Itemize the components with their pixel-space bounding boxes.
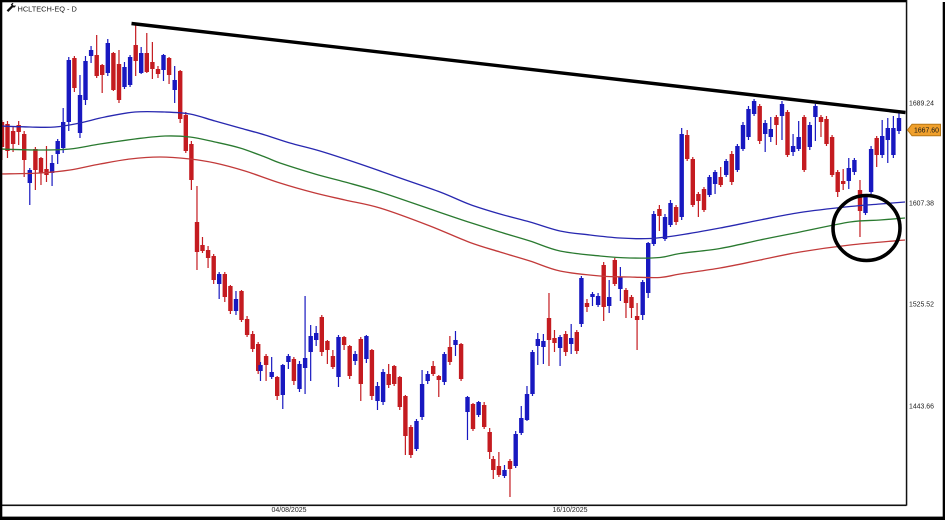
svg-text:HCLTECH-EQ - D: HCLTECH-EQ - D [18, 4, 77, 13]
svg-text:1689.24: 1689.24 [909, 101, 934, 108]
svg-text:1443.66: 1443.66 [909, 404, 934, 411]
svg-text:04/08/2025: 04/08/2025 [271, 507, 306, 514]
svg-text:1667.60: 1667.60 [914, 128, 939, 135]
svg-text:1525.52: 1525.52 [909, 302, 934, 309]
svg-text:1607.38: 1607.38 [909, 201, 934, 208]
svg-text:16/10/2025: 16/10/2025 [552, 507, 587, 514]
